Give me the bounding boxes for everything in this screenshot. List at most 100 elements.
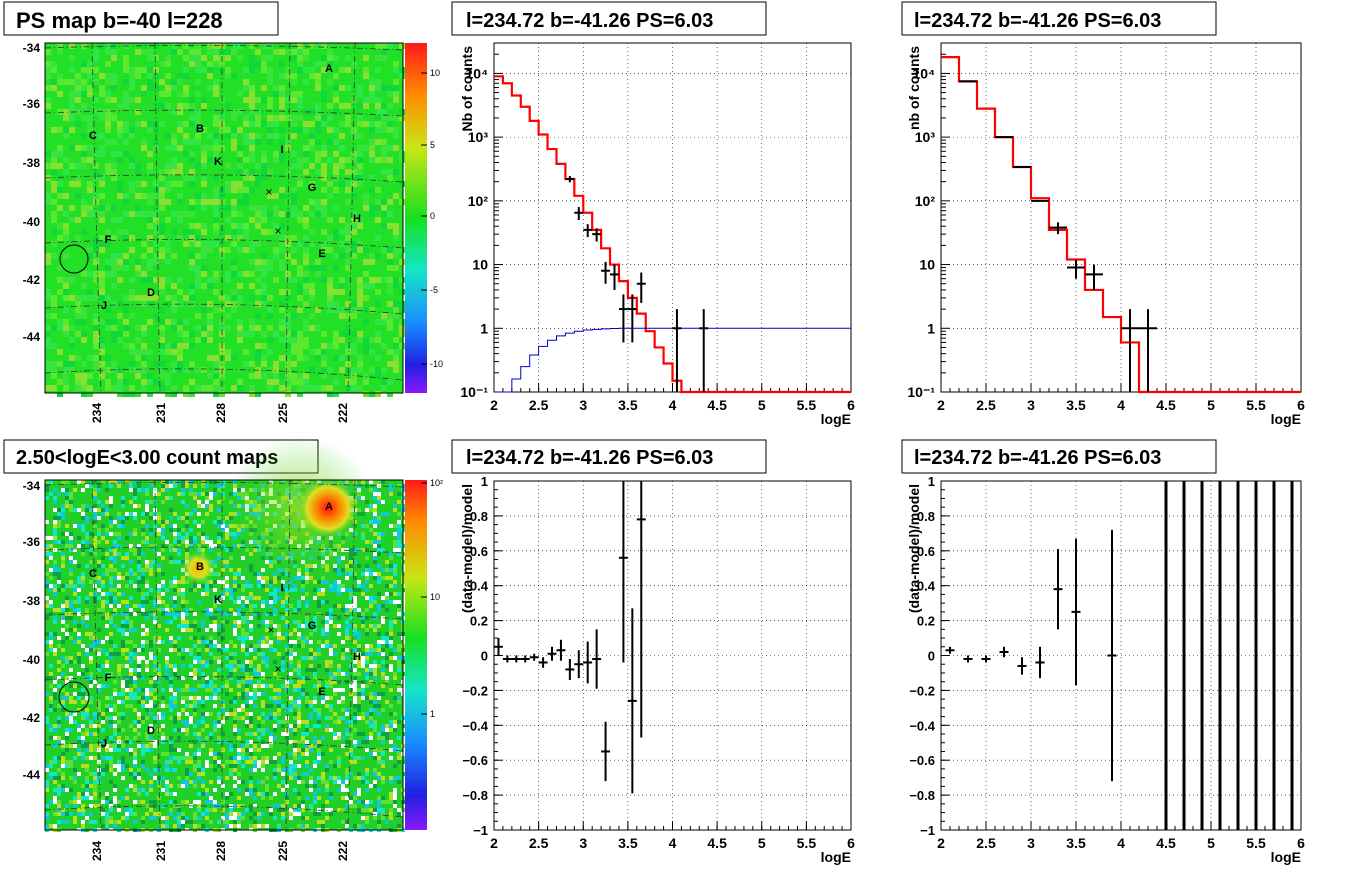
spectrum-plot-1: 2 2.5 3 3.5 4 4.5 5 5.5 6 10⁻¹ 1 10 10² 10³ 10⁴ logE Nb …	[459, 42, 855, 427]
y-tick-label: −0.4	[462, 718, 488, 733]
y-tick-label: 0.6	[917, 544, 935, 559]
x-axis-label: logE	[821, 849, 851, 865]
y-tick-label: 0.2	[917, 614, 935, 629]
colorbar-tick: 10²	[430, 478, 443, 488]
y-tick-label: −1	[473, 823, 488, 838]
x-tick-label: 3.5	[1066, 397, 1086, 413]
x-tick-label: 3.5	[618, 835, 638, 851]
map-y-tick: -42	[23, 273, 41, 287]
series-step-line	[494, 327, 851, 393]
cross-marker: ×	[274, 224, 281, 238]
x-tick-label: 3	[579, 397, 587, 413]
y-tick-label: 0.6	[470, 544, 488, 559]
map-y-tick: -34	[23, 41, 41, 55]
x-tick-label: 5.5	[1246, 835, 1266, 851]
y-tick-label: 1	[928, 474, 935, 489]
selected-source-circle	[59, 244, 89, 274]
x-axis-label: logE	[821, 411, 851, 427]
y-tick-label: 10³	[915, 129, 936, 145]
y-tick-label: 0.8	[470, 509, 488, 524]
y-tick-label: −0.6	[462, 753, 488, 768]
cross-marker: ×	[267, 623, 274, 637]
y-tick-label: 0.4	[917, 579, 936, 594]
x-tick-label: 4	[669, 835, 677, 851]
x-tick-label: 2	[937, 397, 945, 413]
cross-marker: ×	[265, 185, 272, 199]
x-tick-label: 4	[1117, 397, 1125, 413]
source-label-j: J	[101, 738, 107, 750]
title-res1: l=234.72 b=-41.26 PS=6.03	[466, 447, 713, 469]
source-label-c: C	[89, 568, 97, 580]
cross-marker: ×	[274, 662, 281, 676]
source-label-g: G	[308, 182, 317, 194]
title-spec1: l=234.72 b=-41.26 PS=6.03	[466, 10, 713, 32]
title-spec2: l=234.72 b=-41.26 PS=6.03	[914, 10, 1161, 32]
x-tick-label: 2.5	[529, 835, 549, 851]
y-tick-label: −0.2	[909, 683, 935, 698]
map-y-tick: -38	[23, 156, 41, 170]
y-tick-label: 10⁴	[466, 65, 489, 81]
source-label-a: A	[325, 501, 333, 513]
y-tick-label: 10³	[468, 129, 489, 145]
x-tick-label: 6	[1297, 397, 1305, 413]
map-y-tick: -36	[23, 535, 41, 549]
source-label-c: C	[89, 130, 97, 142]
y-tick-label: 1	[481, 474, 488, 489]
x-tick-label: 5	[1207, 397, 1215, 413]
source-label-f: F	[105, 234, 112, 246]
x-tick-label: 4	[669, 397, 677, 413]
x-tick-label: 2.5	[529, 397, 549, 413]
x-tick-label: 6	[1297, 835, 1305, 851]
x-tick-label: 5.5	[797, 835, 817, 851]
x-tick-label: 3.5	[1066, 835, 1086, 851]
y-axis-label: (data-model)/model	[459, 484, 475, 613]
source-label-b: B	[196, 123, 204, 135]
source-label-k: K	[214, 156, 222, 168]
ps-map-coordinate-grid	[44, 42, 404, 394]
x-tick-label: 4	[1117, 835, 1125, 851]
y-axis-label: (data-model)/model	[906, 484, 922, 613]
selected-source-circle	[58, 681, 90, 713]
y-tick-label: 0.8	[917, 509, 935, 524]
x-tick-label: 2	[490, 835, 498, 851]
map-y-tick: -44	[23, 768, 41, 782]
y-tick-label: 10²	[468, 193, 489, 209]
title-ps-map: PS map b=-40 l=228	[16, 8, 223, 33]
y-tick-label: 0.4	[470, 579, 489, 594]
colorbar-tick: -5	[430, 285, 438, 295]
map-x-tick: 228	[214, 403, 228, 423]
source-label-h: H	[353, 651, 361, 663]
title-count-map: 2.50<logE<3.00 count maps	[16, 447, 278, 469]
x-tick-label: 3	[1027, 397, 1035, 413]
title-ps-map-box: PS map b=-40 l=228	[3, 1, 279, 36]
source-label-b: B	[196, 561, 204, 573]
x-tick-label: 6	[847, 397, 855, 413]
y-axis-label: nb of counts	[906, 46, 922, 130]
x-tick-label: 5.5	[797, 397, 817, 413]
y-tick-label: 10⁴	[913, 65, 936, 81]
x-tick-label: 2.5	[976, 397, 996, 413]
y-tick-label: 10⁻¹	[460, 384, 488, 400]
y-tick-label: 1	[480, 320, 488, 336]
source-label-d: D	[147, 725, 155, 737]
ps-map-panel: A B C D E F G H I J K × × -34 -36 -38 -40 -42 -44 234 23…	[23, 41, 443, 423]
x-tick-label: 3	[579, 835, 587, 851]
x-tick-label: 4.5	[1156, 397, 1176, 413]
map-x-tick: 222	[336, 403, 350, 423]
map-x-tick: 228	[214, 841, 228, 861]
x-tick-label: 4.5	[1156, 835, 1176, 851]
colorbar-tick: -10	[430, 359, 443, 369]
spectrum-plot-2: 2 2.5 3 3.5 4 4.5 5 5.5 6 10⁻¹ 1 10 10² 10³ 10⁴ logE nb …	[906, 42, 1305, 427]
colorbar-tick: 10	[430, 68, 440, 78]
x-tick-label: 2	[937, 835, 945, 851]
source-label-d: D	[147, 287, 155, 299]
count-map-coordinate-grid	[44, 479, 404, 831]
map-x-tick: 225	[276, 403, 290, 423]
x-tick-label: 2	[490, 397, 498, 413]
y-tick-label: 1	[927, 320, 935, 336]
y-tick-label: 10²	[915, 193, 936, 209]
source-label-g: G	[308, 620, 317, 632]
source-label-h: H	[353, 213, 361, 225]
x-tick-label: 5.5	[1246, 397, 1266, 413]
